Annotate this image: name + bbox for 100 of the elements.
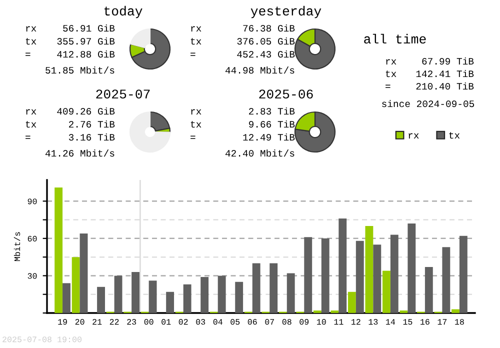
text: 9.66 TiB [248, 120, 295, 128]
text: 51.85 Mbit/s [46, 66, 114, 74]
text: since 2024-09-05 [382, 100, 474, 108]
bar [338, 218, 347, 313]
chart-title: 2025-06 [259, 90, 313, 99]
x-tick-label: 19 [58, 319, 67, 325]
x-tick-label: 02 [178, 319, 188, 325]
x-tick-label: 15 [403, 319, 412, 325]
legend-label: tx [449, 132, 460, 139]
x-tick-label: 03 [196, 319, 206, 325]
text: 67.99 TiB [422, 57, 474, 65]
y-axis-title: Mbit/s [14, 232, 20, 261]
x-tick-label: 07 [265, 319, 274, 325]
text: 41.26 Mbit/s [45, 149, 114, 157]
text: 2.76 TiB [69, 120, 115, 128]
text: tx [190, 121, 202, 128]
bar [132, 272, 140, 313]
donut-slice [294, 111, 336, 153]
x-tick-label: 00 [144, 319, 154, 325]
bar [321, 238, 330, 313]
x-tick-label: 06 [248, 319, 257, 325]
x-tick-label: 05 [230, 319, 240, 325]
x-tick-label: 14 [386, 319, 396, 325]
text: = [190, 136, 196, 139]
x-tick-label: 18 [455, 319, 464, 325]
text: rx [26, 109, 36, 115]
bar [54, 187, 63, 313]
bar [252, 263, 260, 313]
x-tick-label: 17 [438, 319, 447, 325]
donut-slice [130, 28, 151, 48]
x-tick-label: 10 [317, 319, 326, 325]
bar [459, 236, 468, 313]
bar [452, 309, 460, 313]
chart-title: 2025-07 [96, 90, 150, 99]
text: = [190, 52, 196, 56]
text: 12.49 TiB [243, 133, 295, 141]
text: tx [386, 70, 396, 78]
x-tick-label: 01 [162, 319, 171, 325]
text: 452.43 GiB [237, 50, 295, 58]
bar [114, 276, 122, 313]
text: 44.98 Mbit/s [225, 66, 294, 74]
text: 42.40 Mbit/s [225, 149, 294, 157]
x-tick-label: 20 [75, 319, 84, 325]
bar [442, 247, 450, 313]
bar [80, 233, 88, 313]
bar [286, 273, 295, 313]
x-tick-label: 13 [368, 319, 378, 325]
text: 355.97 GiB [57, 37, 115, 45]
text: 412.88 GiB [57, 50, 115, 58]
bar [365, 226, 374, 313]
text: tx [26, 121, 36, 128]
y-tick-label: 90 [28, 198, 37, 204]
text: = [386, 84, 390, 88]
bar [382, 270, 390, 313]
bar [270, 263, 278, 313]
bar [424, 267, 433, 313]
text: = [26, 52, 30, 56]
bar [408, 224, 416, 313]
text: rx [191, 26, 202, 32]
text: tx [26, 38, 36, 45]
y-tick-label: 60 [28, 236, 37, 242]
x-tick-label: 08 [282, 319, 292, 325]
x-tick-label: 22 [110, 319, 119, 325]
bar [148, 280, 157, 313]
x-tick-label: 11 [334, 319, 344, 325]
x-tick-label: 09 [300, 319, 309, 325]
x-tick-label: 12 [352, 319, 360, 325]
bar [390, 234, 398, 313]
chart-title: today [104, 6, 142, 18]
text: 376.05 GiB [237, 37, 295, 45]
text: rx [191, 109, 202, 115]
legend-label: rx [408, 133, 419, 139]
bar [356, 240, 364, 313]
bar [200, 276, 209, 313]
x-tick-label: 04 [213, 319, 222, 325]
donut-slice [294, 28, 336, 70]
text: rx [386, 59, 396, 65]
x-tick-label: 23 [127, 319, 136, 325]
bar [183, 284, 192, 313]
text: 56.91 GiB [63, 24, 115, 32]
text: 210.40 TiB [416, 82, 474, 90]
y-tick-label: 30 [28, 273, 37, 279]
bar [97, 286, 105, 313]
text: 3.16 TiB [68, 133, 115, 141]
bar [166, 292, 174, 313]
text: = [26, 136, 30, 139]
text: 142.41 TiB [416, 70, 474, 78]
text: 2.83 TiB [249, 107, 295, 115]
bar [373, 244, 382, 313]
donut-slice [129, 111, 171, 153]
donut-slice [131, 28, 171, 70]
bar [304, 237, 312, 313]
text: 409.26 GiB [57, 107, 115, 115]
bar [235, 282, 244, 313]
chart-title: yesterday [250, 6, 322, 18]
text: all time [364, 34, 426, 44]
text: 76.38 GiB [243, 24, 295, 32]
bar [62, 283, 70, 313]
bar [72, 257, 80, 313]
text: tx [190, 38, 202, 45]
